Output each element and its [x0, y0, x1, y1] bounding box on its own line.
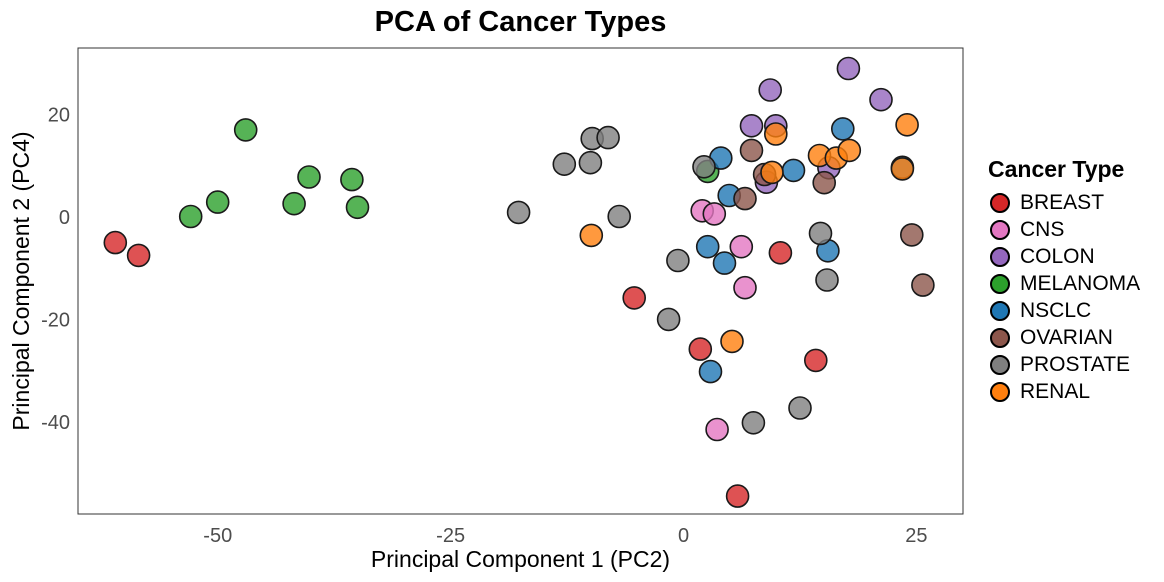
data-point-cns: [729, 234, 754, 259]
plot-frame: [77, 47, 964, 515]
data-point-ovarian: [812, 170, 837, 195]
legend-label: OVARIAN: [1020, 325, 1113, 349]
data-point-cns: [705, 417, 729, 442]
data-point-prostate: [808, 221, 833, 246]
legend-swatch: [990, 192, 1010, 213]
legend-item-renal: RENAL: [988, 378, 1140, 405]
legend-swatch: [990, 327, 1010, 348]
data-point-breast: [725, 484, 750, 508]
data-point-ovarian: [733, 186, 757, 211]
legend-label: MELANOMA: [1020, 271, 1141, 295]
data-point-melanoma: [205, 190, 230, 214]
data-point-renal: [579, 223, 604, 248]
data-point-cns: [733, 275, 757, 300]
chart-title: PCA of Cancer Types: [374, 6, 667, 38]
data-point-renal: [890, 157, 915, 181]
data-point-renal: [760, 160, 784, 185]
y-tick-label: -40: [41, 412, 70, 434]
x-tick-label: -25: [436, 525, 465, 547]
data-point-colon: [836, 56, 861, 81]
legend-label: BREAST: [1020, 190, 1105, 214]
legend-item-colon: COLON: [988, 243, 1140, 270]
legend-swatch: [990, 273, 1010, 294]
y-tick-label: 0: [59, 207, 70, 229]
data-point-ovarian: [899, 223, 924, 247]
legend: Cancer Type BREAST CNS COLON MELANOMA NSCLC O…: [988, 156, 1140, 405]
data-point-breast: [688, 337, 713, 361]
legend-item-prostate: PROSTATE: [988, 351, 1140, 378]
y-tick-label: 20: [48, 105, 70, 127]
data-point-prostate: [552, 152, 577, 176]
data-point-cns: [702, 202, 727, 226]
data-point-colon: [739, 114, 764, 138]
data-point-melanoma: [233, 118, 258, 142]
data-point-renal: [837, 138, 862, 163]
data-point-prostate: [506, 200, 531, 225]
y-axis-title: Principal Component 2 (PC4): [8, 131, 34, 430]
x-tick-label: -50: [203, 525, 232, 547]
data-point-renal: [895, 113, 919, 137]
data-point-breast: [768, 241, 793, 265]
data-point-breast: [622, 286, 647, 310]
legend-title: Cancer Type: [988, 156, 1125, 182]
data-point-prostate: [596, 125, 620, 150]
legend-item-ovarian: OVARIAN: [988, 324, 1140, 351]
legend-swatch: [990, 246, 1010, 267]
legend-swatch: [990, 354, 1010, 375]
legend-swatch: [990, 219, 1010, 240]
data-point-renal: [720, 329, 744, 354]
data-point-nsclc: [830, 117, 855, 141]
legend-item-cns: CNS: [988, 216, 1140, 243]
data-point-ovarian: [911, 273, 935, 297]
data-point-prostate: [666, 248, 690, 273]
data-point-nsclc: [781, 158, 806, 183]
data-point-prostate: [656, 307, 681, 332]
legend-item-nsclc: NSCLC: [988, 297, 1140, 324]
data-point-colon: [869, 87, 893, 112]
data-point-prostate: [741, 410, 766, 435]
data-point-ovarian: [739, 138, 764, 163]
legend-label: COLON: [1020, 244, 1095, 268]
legend-swatch: [990, 381, 1010, 402]
x-tick-label: 25: [905, 525, 927, 547]
ticks-layer: -50 -25 0 25 -40 -20 0 20: [41, 105, 927, 547]
legend-swatch: [990, 300, 1010, 321]
legend-label: RENAL: [1020, 379, 1091, 403]
data-point-melanoma: [178, 204, 203, 229]
points-layer: [103, 56, 935, 508]
data-point-nsclc: [695, 234, 720, 259]
data-point-melanoma: [297, 165, 321, 189]
data-point-melanoma: [340, 167, 364, 192]
data-point-renal: [763, 122, 788, 146]
data-point-breast: [103, 230, 128, 255]
data-point-colon: [758, 78, 783, 102]
legend-label: CNS: [1020, 217, 1065, 241]
legend-label: NSCLC: [1020, 298, 1092, 322]
data-point-melanoma: [345, 195, 370, 220]
data-point-prostate: [607, 204, 632, 229]
legend-label: PROSTATE: [1020, 352, 1131, 376]
data-point-breast: [803, 348, 828, 373]
legend-items: BREAST CNS COLON MELANOMA NSCLC OVARIAN PROSTA…: [988, 189, 1140, 405]
data-point-melanoma: [282, 191, 306, 216]
data-point-prostate: [815, 268, 839, 292]
legend-item-breast: BREAST: [988, 189, 1140, 216]
data-point-prostate: [788, 396, 812, 420]
data-point-nsclc: [712, 251, 737, 275]
x-axis-title: Principal Component 1 (PC2): [371, 546, 670, 572]
legend-item-melanoma: MELANOMA: [988, 270, 1140, 297]
data-point-prostate: [578, 150, 603, 175]
data-point-prostate: [692, 155, 716, 179]
x-tick-label: 0: [678, 525, 689, 547]
data-point-nsclc: [698, 359, 723, 384]
data-point-breast: [126, 243, 151, 268]
y-tick-label: -20: [41, 309, 70, 331]
